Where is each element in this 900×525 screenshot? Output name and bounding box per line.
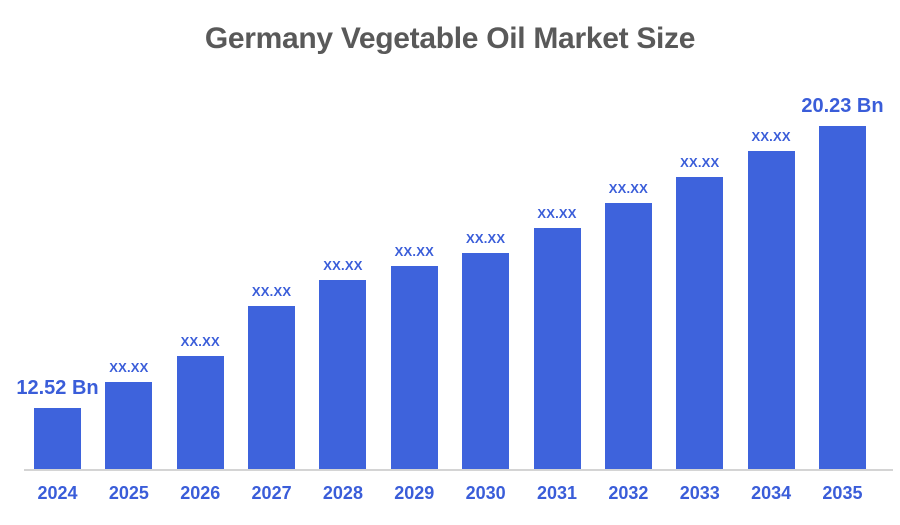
x-tick-2028: 2028: [322, 483, 363, 503]
x-axis-tick-labels: 2024 2025 2026 2027 2028 2029 2030 2031 2032 2033…: [34, 483, 866, 504]
bar-2034: XX.XX: [747, 129, 795, 471]
bar-2029: XX.XX: [390, 244, 438, 471]
x-tick-2026: 2026: [180, 483, 221, 503]
x-tick-2027: 2027: [251, 483, 292, 503]
chart-title: Germany Vegetable Oil Market Size: [204, 22, 696, 55]
x-tick-2024: 2024: [37, 483, 78, 503]
bar-cell-2033: XX.XX: [676, 155, 724, 471]
bar-2032: XX.XX: [604, 181, 652, 471]
bar-2024: 12.52 Bn: [16, 377, 99, 471]
bar-cell-2035: 20.23 Bn: [801, 95, 884, 471]
bar-2030: XX.XX: [462, 231, 510, 471]
bar-2033: XX.XX: [676, 155, 724, 471]
plot-area: 12.52 Bn XX.XX XX.XX XX.XX XX.XX XX.XX XX.XX XX…: [16, 95, 884, 471]
x-tick-2031: 2031: [536, 483, 578, 503]
x-tick-2032: 2032: [608, 483, 649, 503]
bar-cell-2026: XX.XX: [176, 334, 224, 471]
value-label-2028: XX.XX: [323, 258, 363, 273]
value-label-2032: XX.XX: [608, 181, 649, 196]
bar-cell-2025: XX.XX: [105, 360, 153, 471]
x-tick-2033: 2033: [679, 483, 720, 503]
value-label-2033: XX.XX: [680, 155, 720, 170]
bar-2027: XX.XX: [248, 284, 296, 471]
value-label-2034: XX.XX: [751, 129, 791, 144]
value-label-2026: XX.XX: [180, 334, 220, 349]
bar-2025: XX.XX: [105, 360, 153, 471]
value-label-2035: 20.23 Bn: [801, 95, 884, 117]
value-label-2031: XX.XX: [537, 206, 577, 221]
bar-cell-2024: 12.52 Bn: [16, 377, 99, 471]
x-tick-2035: 2035: [822, 483, 863, 503]
bar-cell-2034: XX.XX: [747, 129, 795, 471]
bar-cell-2032: XX.XX: [604, 181, 652, 471]
x-axis-line: [24, 469, 893, 471]
x-tick-2034: 2034: [751, 483, 792, 503]
bar-2026: XX.XX: [176, 334, 224, 471]
x-tick-2029: 2029: [394, 483, 435, 503]
value-label-2029: XX.XX: [394, 244, 434, 259]
bar-cell-2030: XX.XX: [462, 231, 510, 471]
bar-2035: 20.23 Bn: [801, 95, 884, 471]
bar-2031: XX.XX: [533, 206, 581, 471]
x-tick-2030: 2030: [465, 483, 506, 503]
bar-cell-2029: XX.XX: [390, 244, 438, 471]
bar-2028: XX.XX: [319, 258, 367, 471]
x-tick-2025: 2025: [108, 483, 149, 503]
value-label-2030: XX.XX: [466, 231, 506, 246]
value-label-2027: XX.XX: [251, 284, 292, 299]
bar-cell-2027: XX.XX: [248, 284, 296, 471]
bar-cell-2031: XX.XX: [533, 206, 581, 471]
value-label-2025: XX.XX: [109, 360, 149, 375]
bar-cell-2028: XX.XX: [319, 258, 367, 471]
value-label-2024: 12.52 Bn: [16, 377, 99, 399]
